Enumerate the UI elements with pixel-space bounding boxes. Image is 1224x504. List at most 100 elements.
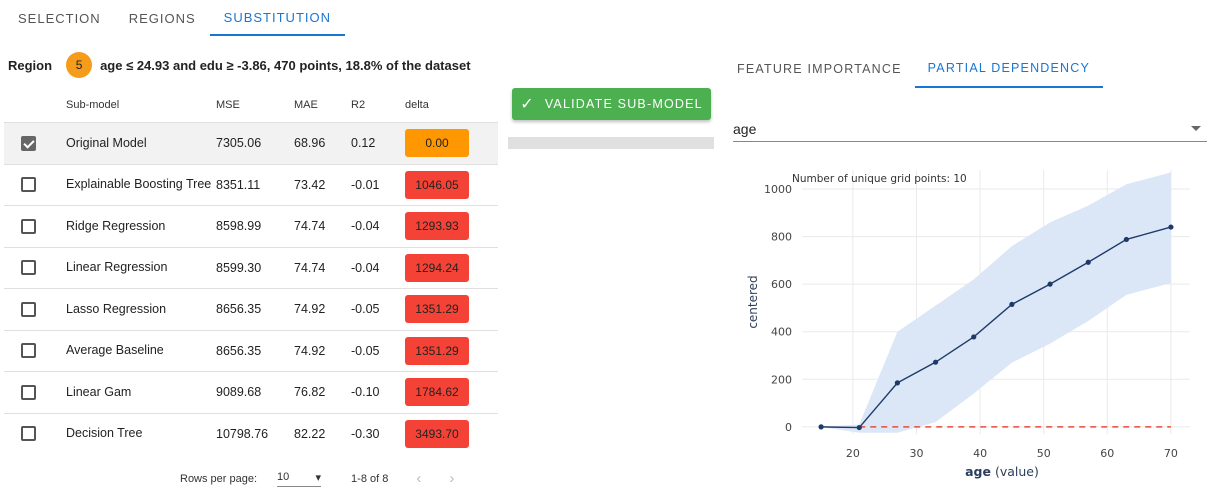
progress-bar: [508, 137, 714, 149]
cell-submodel: Decision Tree: [66, 426, 143, 441]
row-checkbox[interactable]: [20, 218, 36, 234]
delta-badge: 1351.29: [405, 336, 469, 365]
cell-mse: 8656.35: [216, 343, 262, 358]
data-point: [932, 359, 939, 365]
chart-annotation: Number of unique grid points: 10: [792, 173, 967, 185]
cell-mae: 74.74: [294, 260, 326, 275]
data-point: [1047, 281, 1053, 287]
table-row[interactable]: Linear Gam 9089.68 76.82 -0.10 1784.62: [4, 371, 498, 413]
data-point: [1123, 236, 1129, 243]
cell-submodel: Explainable Boosting Tree: [66, 177, 212, 192]
tab-regions[interactable]: REGIONS: [128, 10, 196, 26]
cell-mse: 8599.30: [216, 260, 262, 275]
top-tabs: SELECTION REGIONS SUBSTITUTION: [0, 0, 345, 36]
cell-mse: 8598.99: [216, 219, 262, 234]
y-tick-label: 200: [771, 373, 792, 386]
rows-per-page-select[interactable]: 10 ▾: [277, 470, 322, 487]
cell-mse: 9089.68: [216, 385, 262, 400]
cell-mse: 8351.11: [216, 177, 261, 192]
cell-r2: -0.05: [351, 302, 380, 317]
row-checkbox[interactable]: [20, 177, 36, 193]
tab-selection[interactable]: SELECTION: [18, 10, 101, 26]
row-checkbox[interactable]: [20, 260, 36, 276]
row-checkbox[interactable]: [20, 343, 36, 359]
cell-mae: 68.96: [294, 136, 326, 151]
delta-badge: 3493.70: [405, 419, 469, 448]
check-icon: ✓: [520, 96, 535, 113]
y-tick-label: 400: [771, 326, 792, 339]
cell-submodel: Linear Gam: [66, 384, 132, 399]
table-row[interactable]: Linear Regression 8599.30 74.74 -0.04 12…: [4, 246, 498, 289]
data-point: [1085, 259, 1091, 265]
cell-mae: 74.74: [294, 219, 326, 234]
table-row[interactable]: Decision Tree 10798.76 82.22 -0.30 3493.…: [4, 412, 498, 455]
x-tick-label: 60: [1100, 447, 1114, 460]
cell-mse: 7305.06: [216, 136, 262, 151]
x-tick-label: 20: [846, 447, 860, 460]
table-row[interactable]: Explainable Boosting Tree 8351.11 73.42 …: [4, 163, 498, 206]
x-tick-label: 70: [1164, 447, 1178, 460]
cell-mae: 76.82: [294, 385, 326, 400]
tab-feature-importance[interactable]: FEATURE IMPORTANCE: [737, 62, 902, 76]
confidence-band: [821, 172, 1171, 433]
row-checkbox[interactable]: [20, 135, 36, 151]
header-mse: MSE: [216, 99, 240, 111]
chevron-left-icon[interactable]: ‹: [416, 470, 422, 487]
cell-mae: 74.92: [294, 343, 326, 358]
cell-r2: -0.04: [351, 260, 380, 275]
delta-badge: 0.00: [405, 129, 469, 158]
x-axis-title: age (value): [965, 464, 1039, 479]
cell-r2: 0.12: [351, 136, 376, 151]
delta-badge: 1293.93: [405, 212, 469, 241]
cell-submodel: Lasso Regression: [66, 301, 167, 316]
row-checkbox[interactable]: [20, 384, 36, 400]
region-number-badge: 5: [66, 52, 93, 78]
row-checkbox[interactable]: [20, 426, 36, 442]
feature-select[interactable]: age: [733, 116, 1207, 142]
cell-submodel: Ridge Regression: [66, 218, 166, 233]
delta-badge: 1784.62: [405, 378, 469, 407]
header-r2: R2: [351, 99, 366, 111]
x-tick-label: 30: [909, 447, 923, 460]
y-tick-label: 1000: [764, 183, 792, 196]
header-submodel: Sub-model: [66, 98, 120, 111]
cell-submodel: Original Model: [66, 135, 147, 150]
y-tick-label: 800: [771, 231, 792, 244]
validate-label: VALIDATE SUB-MODEL: [544, 97, 703, 111]
caret-down-icon: [1191, 126, 1201, 131]
row-checkbox[interactable]: [20, 301, 36, 317]
validate-submodel-button[interactable]: ✓ VALIDATE SUB-MODEL: [512, 88, 711, 120]
data-point: [971, 334, 977, 340]
data-point: [894, 380, 901, 386]
region-rule: age ≤ 24.93 and edu ≥ -3.86, 470 points,…: [100, 57, 471, 73]
table-row[interactable]: Lasso Regression 8656.35 74.92 -0.05 135…: [4, 288, 498, 330]
cell-submodel: Linear Regression: [66, 260, 168, 275]
x-tick-label: 50: [1037, 447, 1051, 460]
submodel-table: Sub-model MSE MAE R2 delta Original Mode…: [4, 88, 498, 454]
data-point: [1009, 301, 1015, 307]
cell-r2: -0.01: [351, 177, 380, 192]
region-label: Region: [8, 57, 53, 73]
cell-r2: -0.04: [351, 219, 380, 234]
table-row[interactable]: Average Baseline 8656.35 74.92 -0.05 135…: [4, 329, 498, 372]
pagination: Rows per page: 10 ▾ 1-8 of 8 ‹ ›: [180, 470, 454, 487]
data-point: [818, 424, 824, 430]
tab-substitution[interactable]: SUBSTITUTION: [209, 0, 345, 36]
cell-submodel: Average Baseline: [66, 343, 164, 358]
table-row[interactable]: Ridge Regression 8598.99 74.74 -0.04 129…: [4, 205, 498, 247]
partial-dependency-chart: 0 200 400 600 800 1000 20 30 40 50 60 70 Number of u…: [746, 170, 1190, 479]
y-axis-title: centered: [746, 275, 760, 328]
cell-r2: -0.05: [351, 343, 380, 358]
caret-down-icon: ▾: [315, 471, 322, 484]
cell-mse: 10798.76: [216, 426, 269, 441]
table-header: Sub-model MSE MAE R2 delta: [4, 88, 498, 122]
page-range: 1-8 of 8: [351, 472, 389, 485]
region-summary: Region 5 age ≤ 24.93 and edu ≥ -3.86, 47…: [8, 52, 471, 78]
series-line: [821, 226, 1172, 429]
rows-per-page-value: 10: [277, 470, 290, 483]
header-mae: MAE: [294, 99, 318, 111]
tab-partial-dependency[interactable]: PARTIAL DEPENDENCY: [914, 50, 1104, 88]
right-tabs: FEATURE IMPORTANCE PARTIAL DEPENDENCY: [724, 50, 1104, 88]
table-row[interactable]: Original Model 7305.06 68.96 0.12 0.00: [4, 122, 498, 164]
chevron-right-icon[interactable]: ›: [449, 470, 455, 487]
